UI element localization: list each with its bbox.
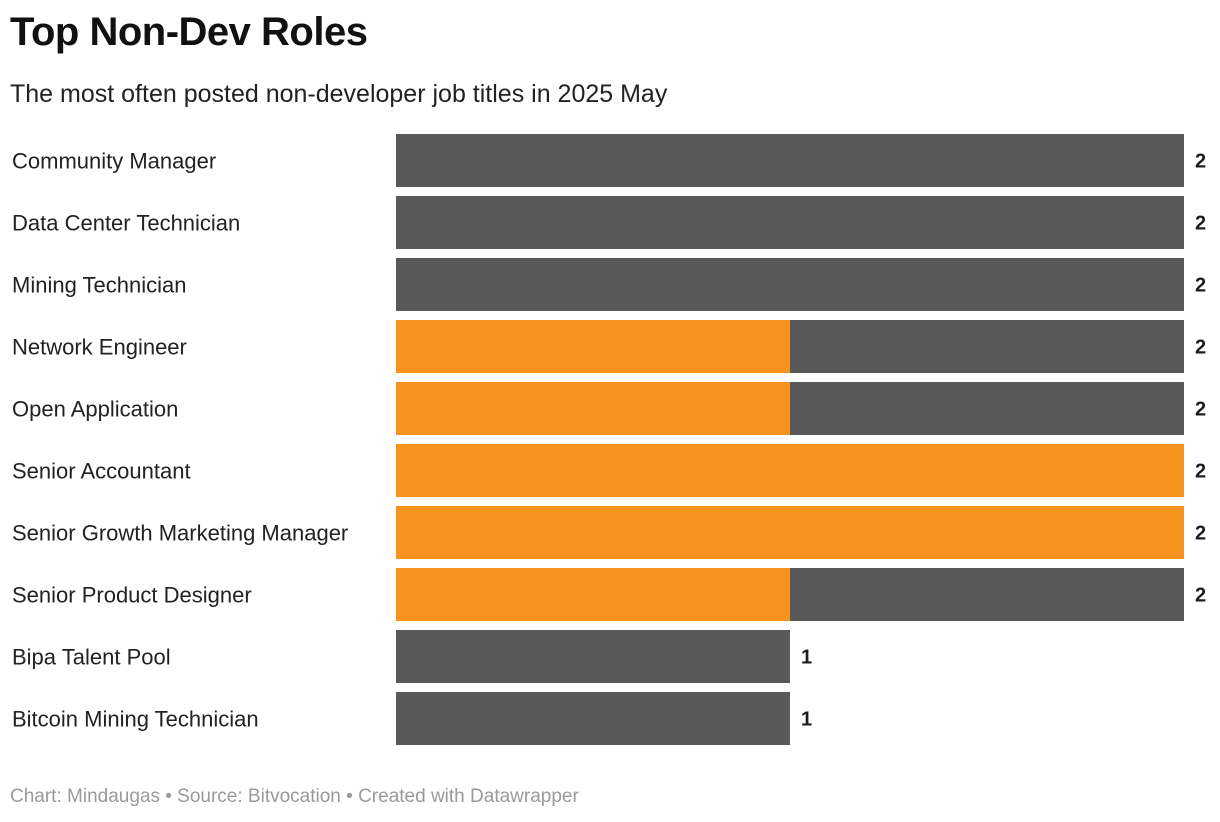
category-label: Bitcoin Mining Technician xyxy=(12,707,259,732)
value-label: 1 xyxy=(801,709,812,731)
category-label: Data Center Technician xyxy=(12,211,240,236)
value-label: 1 xyxy=(801,647,812,669)
bar-segment-orange xyxy=(396,506,1184,559)
bar-segment-orange xyxy=(396,444,1184,497)
value-label: 2 xyxy=(1195,461,1206,483)
value-label: 2 xyxy=(1195,151,1206,173)
bar-segment-gray xyxy=(396,692,790,745)
bar-segment-gray xyxy=(396,258,1184,311)
bar-segment-gray xyxy=(396,630,790,683)
bar-segment-gray xyxy=(396,196,1184,249)
bar-segment-orange xyxy=(396,568,790,621)
bar-segment-orange xyxy=(396,382,790,435)
chart-footer-credit: Chart: Mindaugas • Source: Bitvocation •… xyxy=(10,786,579,807)
value-label: 2 xyxy=(1195,213,1206,235)
value-label: 2 xyxy=(1195,275,1206,297)
category-label: Mining Technician xyxy=(12,273,186,298)
value-label: 2 xyxy=(1195,399,1206,421)
category-label: Open Application xyxy=(12,397,178,422)
bar-segment-gray xyxy=(790,382,1184,435)
bar-segment-gray xyxy=(396,134,1184,187)
bar-segment-gray xyxy=(790,320,1184,373)
value-label: 2 xyxy=(1195,523,1206,545)
chart-subtitle: The most often posted non-developer job … xyxy=(10,80,668,108)
category-label: Senior Growth Marketing Manager xyxy=(12,521,348,546)
bar-segment-orange xyxy=(396,320,790,373)
category-label: Senior Product Designer xyxy=(12,583,252,608)
category-label: Network Engineer xyxy=(12,335,187,360)
bar-segment-gray xyxy=(790,568,1184,621)
category-label: Bipa Talent Pool xyxy=(12,645,171,670)
value-label: 2 xyxy=(1195,337,1206,359)
value-label: 2 xyxy=(1195,585,1206,607)
chart-title: Top Non-Dev Roles xyxy=(10,10,368,54)
bar-chart: Community Manager 2 Data Center Technician… xyxy=(12,134,1206,745)
category-label: Senior Accountant xyxy=(12,459,191,484)
category-label: Community Manager xyxy=(12,149,216,174)
